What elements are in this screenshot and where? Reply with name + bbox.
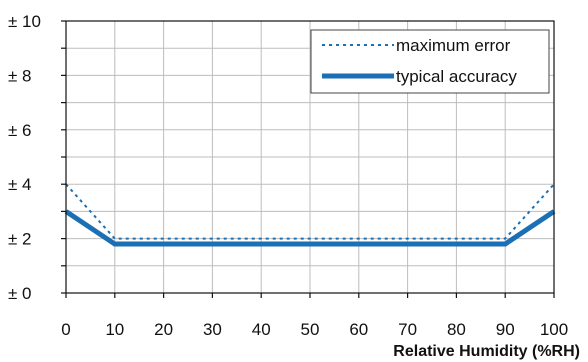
x-tick-label: 40 bbox=[252, 320, 271, 339]
x-tick-label: 70 bbox=[398, 320, 417, 339]
x-tick-label: 20 bbox=[154, 320, 173, 339]
y-tick-label: ± 6 bbox=[8, 121, 32, 140]
legend: maximum error typical accuracy bbox=[310, 29, 550, 94]
x-tick-label: 10 bbox=[105, 320, 124, 339]
x-tick-label: 0 bbox=[61, 320, 70, 339]
series-line-typical-accuracy bbox=[64, 209, 556, 247]
x-tick-label: 100 bbox=[540, 320, 568, 339]
y-tick-label: ± 8 bbox=[8, 66, 32, 85]
x-tick-label: 90 bbox=[496, 320, 515, 339]
legend-label-maximum-error: maximum error bbox=[396, 36, 511, 55]
x-tick-label: 80 bbox=[447, 320, 466, 339]
x-axis: 0 10 20 30 40 50 60 70 80 90 100 bbox=[61, 293, 568, 339]
series-line-maximum-error bbox=[65, 183, 555, 240]
series-layer bbox=[64, 183, 556, 247]
y-tick-label: ± 2 bbox=[8, 230, 32, 249]
x-tick-label: 60 bbox=[349, 320, 368, 339]
legend-label-typical-accuracy: typical accuracy bbox=[396, 67, 517, 86]
y-tick-label: ± 0 bbox=[8, 284, 32, 303]
y-tick-label: ± 4 bbox=[8, 175, 32, 194]
y-tick-label: ± 10 bbox=[8, 12, 41, 31]
legend-box bbox=[310, 29, 550, 94]
x-tick-label: 50 bbox=[301, 320, 320, 339]
x-axis-title: Relative Humidity (%RH) bbox=[393, 343, 580, 360]
y-axis: ± 0 ± 2 ± 4 ± 6 ± 8 ± 10 bbox=[8, 12, 66, 303]
x-tick-label: 30 bbox=[203, 320, 222, 339]
